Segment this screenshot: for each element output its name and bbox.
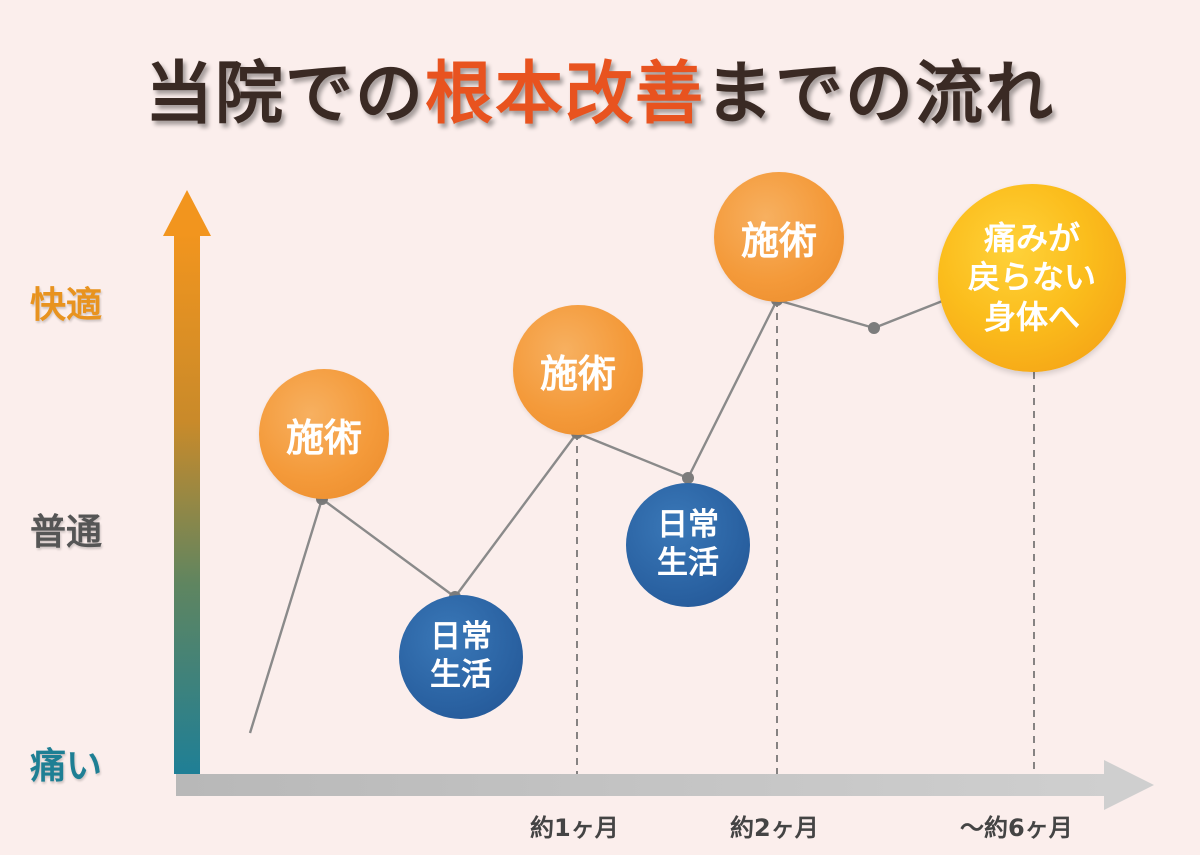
daily-life-bubble-2-text: 日常 生活 (657, 507, 719, 581)
treatment-bubble-2: 施術 (513, 305, 643, 435)
treatment-bubble-1: 施術 (259, 369, 389, 499)
treatment-bubble-3-text: 施術 (740, 218, 817, 263)
progress-path (248, 298, 946, 734)
node-midpoint (868, 322, 880, 334)
y-label-comfortable: 快適 (30, 285, 103, 326)
node-daily-2 (682, 472, 694, 484)
y-axis-arrow (163, 190, 211, 774)
daily-life-bubble-1: 日常 生活 (399, 595, 523, 719)
guide-lines (576, 300, 1035, 774)
title-accent: 根本改善 (424, 55, 705, 134)
goal-bubble-text: 痛みが 戻らない 身体へ (967, 219, 1096, 336)
goal-bubble: 痛みが 戻らない 身体へ (938, 184, 1126, 372)
x-label-1-month: 約1ヶ月 (530, 814, 619, 842)
treatment-bubble-1-text: 施術 (285, 415, 362, 460)
y-label-normal: 普通 (30, 512, 103, 553)
title-part-1: 当院での (144, 55, 425, 134)
y-label-pain: 痛い (30, 746, 103, 787)
daily-life-bubble-1-text: 日常 生活 (430, 619, 492, 693)
title-part-2: までの流れ (705, 55, 1056, 134)
x-label-6-months: 〜約6ヶ月 (960, 814, 1073, 842)
page-title: 当院での根本改善までの流れ (0, 38, 1200, 137)
x-axis-arrow (176, 760, 1154, 810)
x-label-2-months: 約2ヶ月 (730, 814, 819, 842)
treatment-bubble-2-text: 施術 (539, 351, 616, 396)
treatment-bubble-3: 施術 (714, 172, 844, 302)
daily-life-bubble-2: 日常 生活 (626, 483, 750, 607)
